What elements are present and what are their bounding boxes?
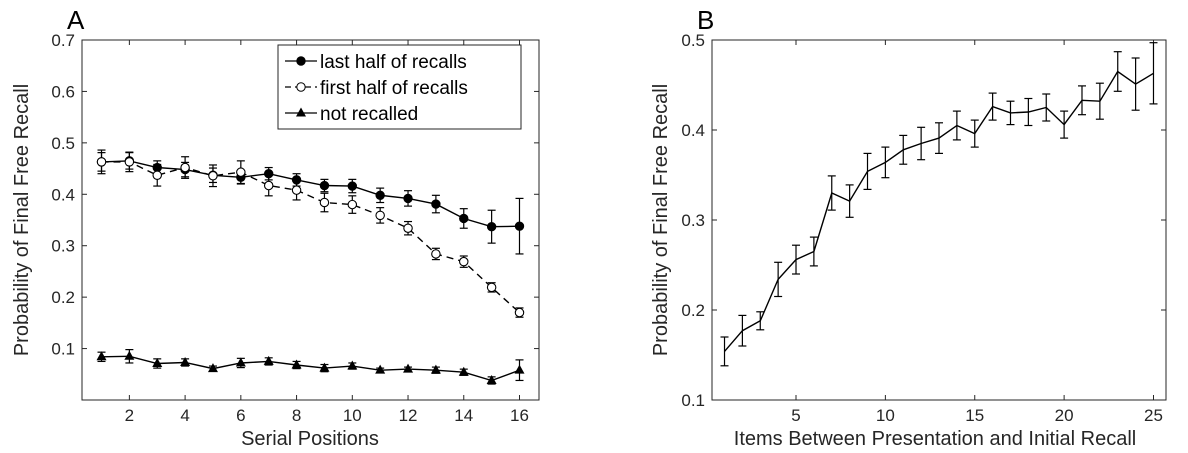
data-point <box>430 364 441 374</box>
data-point <box>375 190 385 201</box>
data-point <box>403 223 413 233</box>
y-tick-label: 0.6 <box>51 82 75 101</box>
data-point <box>263 355 274 365</box>
series-line-a0 <box>101 160 520 228</box>
data-point <box>514 221 525 231</box>
x-tick-label: 20 <box>1055 406 1074 425</box>
x-tick-label: 8 <box>292 406 301 425</box>
legend-box <box>277 44 522 130</box>
legend-label-first-half: first half of recalls <box>320 78 468 99</box>
data-point <box>96 157 107 167</box>
data-point <box>431 249 441 259</box>
legend-label-last-half: last half of recalls <box>320 52 467 73</box>
legend-entry-not-recalled: not recalled <box>285 104 418 125</box>
data-point <box>459 213 469 224</box>
data-point <box>180 162 190 173</box>
panel-b-x-axis-label: Items Between Presentation and Initial R… <box>734 428 1136 450</box>
y-tick-label: 0.3 <box>51 237 75 256</box>
y-tick-label: 0.4 <box>51 185 75 204</box>
data-point <box>319 362 330 372</box>
data-point <box>263 180 274 191</box>
data-point <box>319 197 330 208</box>
x-tick-label: 4 <box>180 406 189 425</box>
panel-a-chart: A 2 4 6 8 10 12 14 16 0.1 0.2 0.3 0.4 0.5 0.6 0.7 Seri… <box>11 5 540 450</box>
y-tick-label: 0.7 <box>51 31 75 50</box>
data-point <box>486 282 497 293</box>
data-point <box>124 350 135 360</box>
data-point <box>207 363 218 373</box>
data-point <box>124 157 135 167</box>
data-point <box>403 363 414 373</box>
panel-a-y-axis-label: Probability of Final Free Recall <box>11 84 33 356</box>
panel-a-x-axis-label: Serial Positions <box>241 428 379 450</box>
x-tick-label: 5 <box>791 406 800 425</box>
data-point <box>403 193 413 204</box>
data-point <box>375 364 386 374</box>
panel-b-y-axis-label: Probability of Final Free Recall <box>650 84 672 356</box>
y-tick-label: 0.1 <box>51 340 75 359</box>
panel-b-letter: B <box>697 5 714 35</box>
data-point <box>236 167 246 177</box>
data-point <box>347 360 358 370</box>
panel-b-chart: B 5 10 15 20 25 0.1 0.2 0.3 0.4 0.5 Items Between… <box>650 5 1167 450</box>
y-tick-label: 0.5 <box>51 134 75 153</box>
panel-a-letter: A <box>67 5 85 35</box>
x-tick-label: 6 <box>236 406 245 425</box>
data-point <box>180 356 191 366</box>
legend-marker-filled-circle <box>296 56 306 66</box>
panel-b-axes-box <box>711 39 1167 401</box>
data-point <box>347 181 357 191</box>
data-point <box>96 351 107 361</box>
y-tick-label: 0.3 <box>681 211 705 230</box>
data-point <box>319 180 330 191</box>
legend-marker-open-circle <box>296 82 306 92</box>
series-line-a2 <box>101 355 520 382</box>
data-point <box>375 210 385 221</box>
x-tick-label: 12 <box>399 406 418 425</box>
data-point <box>208 171 218 181</box>
data-point <box>514 364 525 374</box>
data-point <box>459 256 469 267</box>
x-tick-label: 10 <box>876 406 895 425</box>
legend-entry-last-half: last half of recalls <box>285 52 467 73</box>
x-tick-label: 14 <box>454 406 473 425</box>
y-tick-label: 0.2 <box>51 288 75 307</box>
data-point <box>235 357 246 367</box>
data-point <box>431 199 441 209</box>
legend-entry-first-half: first half of recalls <box>285 78 468 99</box>
y-tick-label: 0.5 <box>681 31 705 50</box>
y-tick-label: 0.2 <box>681 301 705 320</box>
data-point <box>347 199 358 210</box>
y-tick-label: 0.4 <box>681 121 705 140</box>
series-line-b0 <box>723 70 1154 352</box>
data-point <box>291 359 302 369</box>
data-point <box>486 221 497 232</box>
legend: last half of recalls first half of recal… <box>277 44 522 130</box>
data-point <box>291 185 302 195</box>
data-point <box>152 170 162 181</box>
legend-label-not-recalled: not recalled <box>320 104 418 125</box>
x-tick-label: 10 <box>343 406 362 425</box>
panel-a-axes-box <box>81 39 540 401</box>
x-tick-label: 16 <box>510 406 529 425</box>
x-tick-label: 15 <box>965 406 984 425</box>
y-tick-label: 0.1 <box>681 391 705 410</box>
data-point <box>458 366 469 376</box>
data-point <box>152 357 163 367</box>
x-tick-label: 2 <box>125 406 134 425</box>
x-tick-label: 25 <box>1144 406 1163 425</box>
data-point <box>514 307 525 318</box>
legend-marker-filled-triangle <box>296 107 306 117</box>
data-point <box>486 374 497 384</box>
series-line-a1 <box>101 161 520 314</box>
